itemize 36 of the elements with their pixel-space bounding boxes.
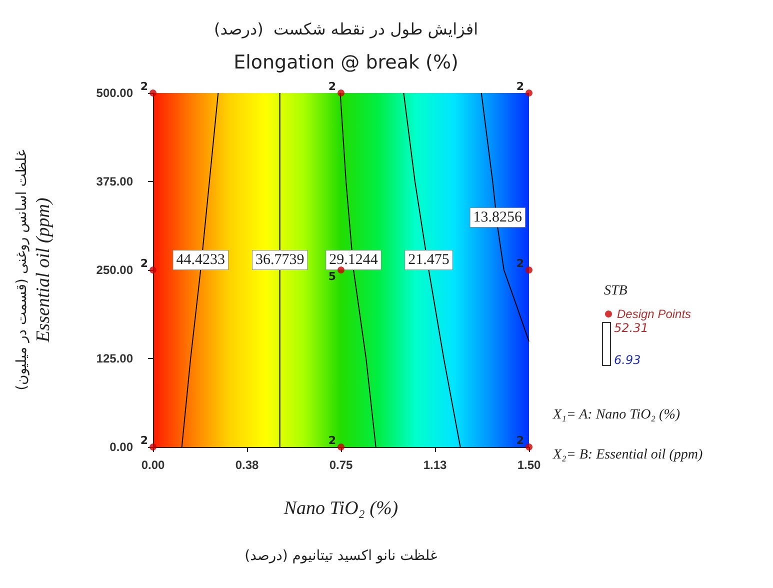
series-label: 36.7739 bbox=[255, 252, 304, 268]
x-tick-label: 0.75 bbox=[329, 458, 353, 472]
series-label: 44.4233 bbox=[176, 252, 225, 268]
legend-label: Design Points bbox=[617, 307, 692, 321]
y-tick-label: 125.00 bbox=[96, 352, 134, 366]
annotation: 2 bbox=[328, 434, 336, 447]
text: X₂= B: Essential oil (ppm) bbox=[552, 448, 703, 462]
x-tick-label: 1.13 bbox=[423, 458, 447, 472]
chart-subtitle: Elongation @ break (%) bbox=[234, 52, 458, 74]
series-label: 21.475 bbox=[408, 252, 450, 268]
annotation: 2 bbox=[140, 257, 148, 270]
annotation: 2 bbox=[140, 434, 148, 447]
series-label: 29.1244 bbox=[329, 252, 378, 268]
text: X₁= A: Nano TiO₂ (%) bbox=[552, 408, 680, 422]
x-axis-title: Nano TiO₂ (%) bbox=[282, 498, 398, 519]
series-label: 13.8256 bbox=[473, 210, 523, 226]
text: 6.93 bbox=[614, 353, 641, 367]
y-axis-title: Essential oil (ppm) bbox=[33, 198, 54, 344]
y-tick-label: 375.00 bbox=[96, 174, 134, 188]
text: 52.31 bbox=[614, 321, 648, 335]
annotation: 2 bbox=[516, 80, 524, 93]
annotation: 2 bbox=[140, 80, 148, 93]
annotation: 5 bbox=[328, 270, 336, 283]
chart-title: افزایش طول در نقطه شکست (درصد) bbox=[214, 20, 478, 38]
x-tick-label: 0.38 bbox=[235, 458, 259, 472]
y-tick-label: 250.00 bbox=[96, 263, 134, 277]
annotation: 2 bbox=[516, 434, 524, 447]
annotation: 2 bbox=[328, 80, 336, 93]
text: غلظت اسانس روغنی (قسمت در میلیون) bbox=[14, 150, 30, 390]
x-tick-label: 0.00 bbox=[141, 458, 165, 472]
x-tick-label: 1.50 bbox=[517, 458, 541, 472]
y-tick-label: 500.00 bbox=[96, 86, 134, 100]
annotation: 2 bbox=[516, 257, 524, 270]
y-tick-label: 0.00 bbox=[110, 440, 134, 454]
legend-title: STB bbox=[604, 284, 628, 298]
text: غلظت نانو اکسید تیتانیوم (درصد) bbox=[244, 548, 438, 564]
